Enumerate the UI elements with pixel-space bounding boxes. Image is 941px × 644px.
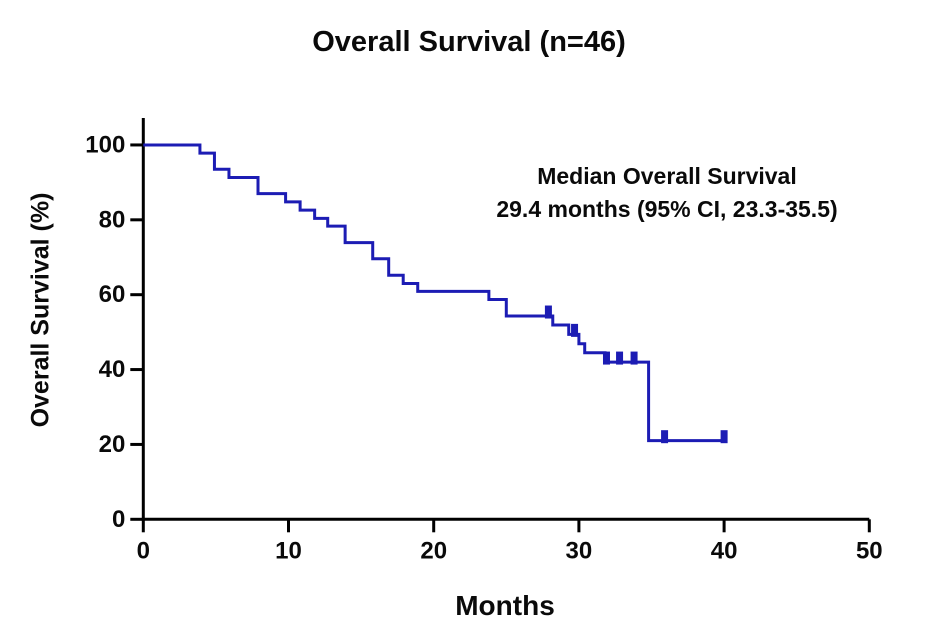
- censor-tick: [630, 351, 638, 365]
- y-tick-label: 100: [85, 131, 125, 158]
- censor-tick: [616, 351, 624, 365]
- median-survival-annotation-line2: 29.4 months (95% CI, 23.3-35.5): [496, 196, 838, 222]
- x-tick-label: 40: [711, 537, 738, 564]
- x-tick-label: 10: [275, 537, 302, 564]
- x-tick-label: 20: [420, 537, 447, 564]
- censor-tick: [602, 351, 610, 365]
- x-tick-label: 30: [566, 537, 593, 564]
- y-tick-label: 0: [112, 506, 125, 533]
- survival-curve: [143, 143, 725, 443]
- censor-tick: [544, 305, 552, 319]
- y-tick-label: 40: [99, 356, 126, 383]
- median-survival-annotation-line1: Median Overall Survival: [537, 163, 797, 189]
- censor-tick: [661, 430, 669, 444]
- chart-title: Overall Survival (n=46): [312, 26, 626, 58]
- y-tick-label: 80: [99, 206, 126, 233]
- x-tick-label: 50: [856, 537, 883, 564]
- x-tick-label: 0: [137, 537, 150, 564]
- censor-tick: [720, 430, 728, 444]
- y-tick-label: 20: [99, 431, 126, 458]
- x-axis-title: Months: [455, 590, 555, 621]
- median-survival-annotation: Median Overall Survival 29.4 months (95%…: [496, 160, 837, 226]
- y-tick-label: 60: [99, 281, 126, 308]
- censor-tick: [571, 323, 579, 337]
